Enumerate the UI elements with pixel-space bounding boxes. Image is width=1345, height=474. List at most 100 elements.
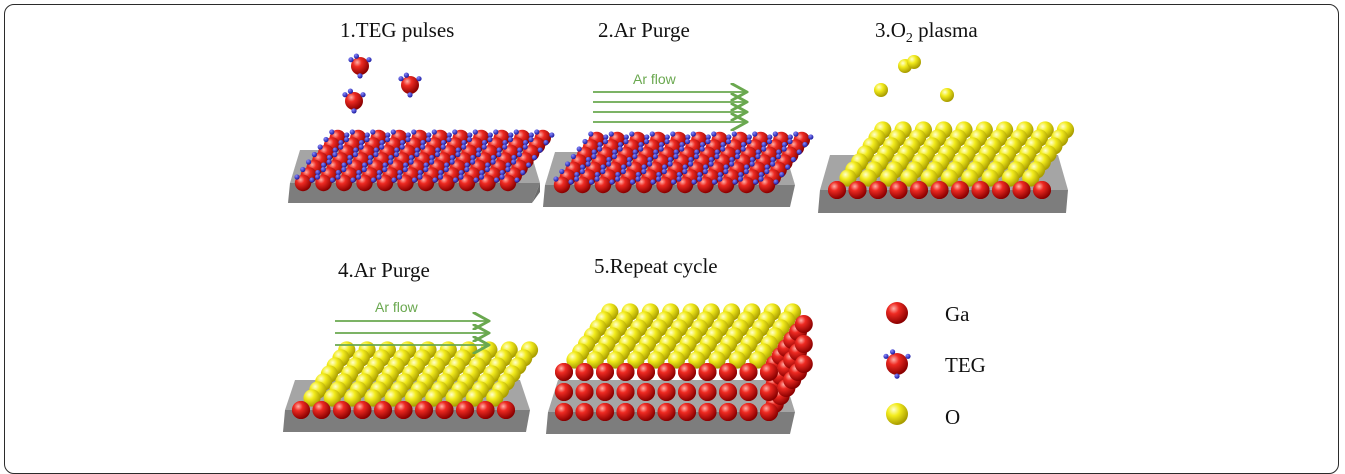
teg-ligand	[576, 146, 582, 152]
legend-ga-label: Ga	[945, 302, 970, 326]
teg-ligand	[632, 153, 638, 160]
teg-ligand	[673, 153, 679, 160]
teg-ligand	[808, 134, 814, 140]
ga-atom	[596, 363, 614, 381]
ga-atom	[910, 181, 928, 199]
ga-atom	[869, 181, 887, 199]
ga-atom	[637, 403, 655, 421]
legend-ga-icon	[886, 302, 908, 324]
teg-ligand	[429, 159, 435, 165]
ga-atom	[889, 181, 908, 199]
ga-atom	[657, 403, 676, 421]
teg-ligand	[752, 131, 758, 137]
teg-ligand	[343, 136, 350, 143]
teg-ligand	[664, 138, 670, 145]
teg-ligand	[431, 129, 437, 135]
teg-ligand	[411, 129, 417, 135]
ga-atom	[828, 181, 846, 199]
teg-ligand	[643, 138, 650, 145]
o-atom	[961, 169, 979, 187]
teg-ligand	[767, 134, 773, 140]
ga-atom	[553, 176, 571, 194]
teg-ligand	[609, 179, 615, 185]
ga-atom	[794, 355, 813, 373]
o-atom	[900, 169, 918, 187]
teg-ligand	[341, 162, 347, 168]
teg-ligand	[705, 138, 711, 145]
ga-atom	[760, 363, 778, 381]
teg-ligand	[676, 176, 682, 182]
teg-ligand	[476, 147, 482, 153]
ga-atom	[616, 363, 635, 381]
teg-ligand	[487, 132, 493, 138]
teg-ligand	[332, 147, 338, 153]
teg-ligand	[364, 136, 370, 143]
teg-ligand	[408, 159, 414, 165]
ga-atom	[760, 403, 778, 421]
teg-ligand	[573, 176, 580, 182]
teg-ligand	[309, 177, 315, 183]
ga-atom	[615, 176, 632, 194]
o-atom	[708, 351, 726, 369]
teg-ligand	[429, 154, 435, 161]
teg-ligand	[398, 76, 404, 82]
teg-ligand	[641, 164, 647, 170]
teg-ligand	[402, 166, 408, 173]
teg-ligand	[781, 146, 787, 152]
teg-ligand	[688, 161, 694, 167]
ga-atom	[657, 383, 676, 401]
teg-ligand	[629, 179, 636, 185]
teg-ligand	[528, 132, 534, 138]
teg-ligand	[364, 132, 370, 138]
teg-ligand	[455, 147, 461, 153]
teg-ligand	[591, 153, 597, 160]
teg-ligand	[740, 146, 746, 152]
teg-ligand	[579, 168, 585, 175]
step-3-label-subscript: 2	[905, 31, 913, 47]
ga-atom	[992, 181, 1010, 199]
teg-ligand	[752, 179, 759, 185]
ga-atom	[499, 174, 517, 192]
teg-ligand	[416, 76, 422, 82]
o-atom	[940, 88, 954, 102]
teg-ligand	[603, 134, 609, 140]
teg-ligand	[317, 144, 323, 150]
teg-ligand	[397, 169, 403, 176]
teg-ligand	[347, 159, 353, 165]
teg-ligand	[702, 168, 708, 175]
ga-atom	[719, 403, 737, 421]
teg-ligand	[351, 108, 357, 114]
teg-ligand	[357, 73, 363, 79]
ga-atom	[575, 383, 594, 401]
teg-ligand	[744, 164, 750, 170]
ga-atom	[656, 176, 673, 194]
ga-atom	[594, 176, 612, 194]
teg-ligand	[391, 177, 397, 183]
teg-ligand	[626, 156, 633, 163]
teg-ligand	[726, 134, 732, 140]
teg-ligand	[787, 134, 793, 140]
teg-ligand	[373, 151, 379, 158]
teg-ligand	[534, 129, 540, 135]
teg-ligand	[615, 171, 621, 178]
teg-ligand	[623, 134, 629, 140]
teg-ligand	[528, 136, 534, 143]
teg-ligand	[905, 353, 911, 359]
teg-ligand	[549, 132, 555, 138]
teg-ligand	[670, 179, 677, 185]
ga-atom	[637, 383, 655, 401]
teg-ligand	[349, 129, 355, 135]
teg-ligand	[496, 147, 502, 153]
teg-ligand	[755, 149, 761, 155]
teg-ligand	[732, 179, 738, 185]
ga-atom	[417, 174, 435, 192]
teg-ligand	[390, 129, 396, 135]
teg-ligand	[714, 149, 720, 155]
ga-atom	[760, 383, 778, 401]
teg-ligand	[516, 151, 523, 158]
teg-ligand	[585, 161, 591, 167]
teg-ligand	[617, 141, 624, 148]
teg-ligand	[656, 171, 662, 178]
teg-ligand	[559, 168, 565, 175]
teg-ligand	[738, 171, 744, 178]
